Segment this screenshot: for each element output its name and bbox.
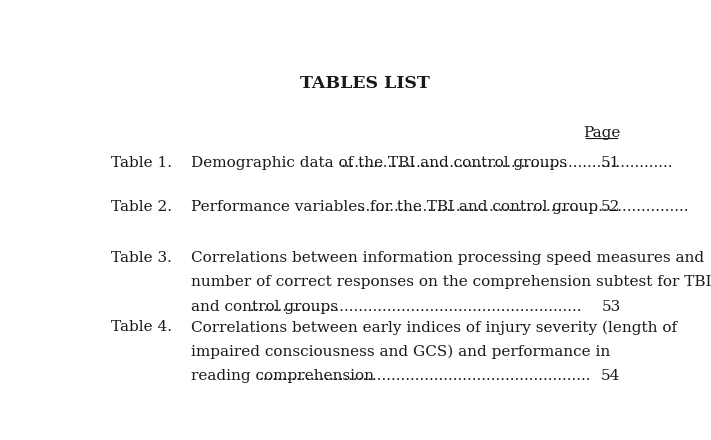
Text: ......................................................................: ........................................… <box>341 156 673 170</box>
Text: Table 3.: Table 3. <box>111 251 172 265</box>
Text: Correlations between early indices of injury severity (length of: Correlations between early indices of in… <box>191 320 677 335</box>
Text: 53: 53 <box>602 300 621 314</box>
Text: Demographic data of the TBI and control groups: Demographic data of the TBI and control … <box>191 156 567 170</box>
Text: Correlations between information processing speed measures and: Correlations between information process… <box>191 251 704 265</box>
Text: ......................................................................: ........................................… <box>357 200 689 214</box>
Text: 51: 51 <box>602 156 621 170</box>
Text: Table 4.: Table 4. <box>111 320 172 334</box>
Text: TABLES LIST: TABLES LIST <box>299 75 429 92</box>
Text: 54: 54 <box>602 369 621 383</box>
Text: reading comprehension: reading comprehension <box>191 369 374 383</box>
Text: number of correct responses on the comprehension subtest for TBI: number of correct responses on the compr… <box>191 275 711 290</box>
Text: impaired consciousness and GCS) and performance in: impaired consciousness and GCS) and perf… <box>191 345 610 359</box>
Text: 52: 52 <box>602 200 621 214</box>
Text: Table 1.: Table 1. <box>111 156 172 170</box>
Text: ......................................................................: ........................................… <box>250 300 582 314</box>
Text: Performance variables for the TBI and control group: Performance variables for the TBI and co… <box>191 200 598 214</box>
Text: Page: Page <box>583 126 621 139</box>
Text: ......................................................................: ........................................… <box>259 369 592 383</box>
Text: and control groups: and control groups <box>191 300 338 314</box>
Text: Table 2.: Table 2. <box>111 200 172 214</box>
